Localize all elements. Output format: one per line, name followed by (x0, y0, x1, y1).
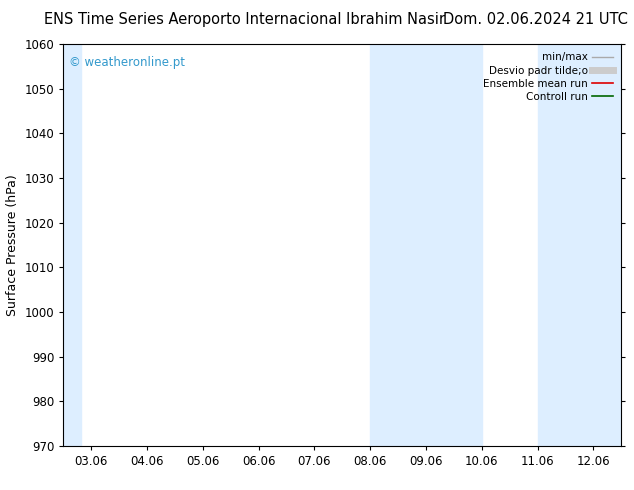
Text: ENS Time Series Aeroporto Internacional Ibrahim Nasir: ENS Time Series Aeroporto Internacional … (44, 12, 445, 27)
Y-axis label: Surface Pressure (hPa): Surface Pressure (hPa) (6, 174, 19, 316)
Bar (538, 44, 621, 446)
Text: © weatheronline.pt: © weatheronline.pt (69, 56, 185, 69)
Bar (370, 44, 482, 446)
Bar (63, 44, 81, 446)
Text: Dom. 02.06.2024 21 UTC: Dom. 02.06.2024 21 UTC (443, 12, 628, 27)
Legend: min/max, Desvio padr tilde;o, Ensemble mean run, Controll run: min/max, Desvio padr tilde;o, Ensemble m… (480, 49, 616, 105)
